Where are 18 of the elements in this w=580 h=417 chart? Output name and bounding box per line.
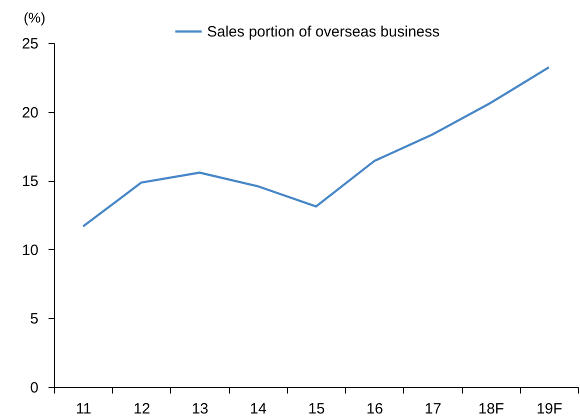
x-tick-label: 12 [133, 400, 150, 417]
legend-label: Sales portion of overseas business [207, 24, 440, 40]
y-axis-title: (%) [24, 10, 46, 26]
line-series [82, 66, 550, 228]
y-tick-label: 15 [22, 173, 38, 190]
y-tick-label: 10 [22, 242, 38, 259]
x-tick-label: 11 [76, 400, 92, 417]
y-tick-label: 25 [22, 36, 38, 52]
x-tick-label: 19F [536, 400, 562, 417]
x-tick-label: 17 [424, 400, 442, 417]
x-tick-label: 14 [250, 400, 267, 417]
x-tick-label: 18F [478, 400, 504, 417]
x-tick-label: 15 [308, 400, 325, 417]
y-tick-label: 0 [30, 380, 38, 396]
x-tick-label: 16 [366, 400, 384, 417]
x-tick-label: 13 [192, 400, 208, 417]
y-tick-label: 20 [22, 104, 38, 122]
y-tick-label: 5 [30, 310, 38, 328]
